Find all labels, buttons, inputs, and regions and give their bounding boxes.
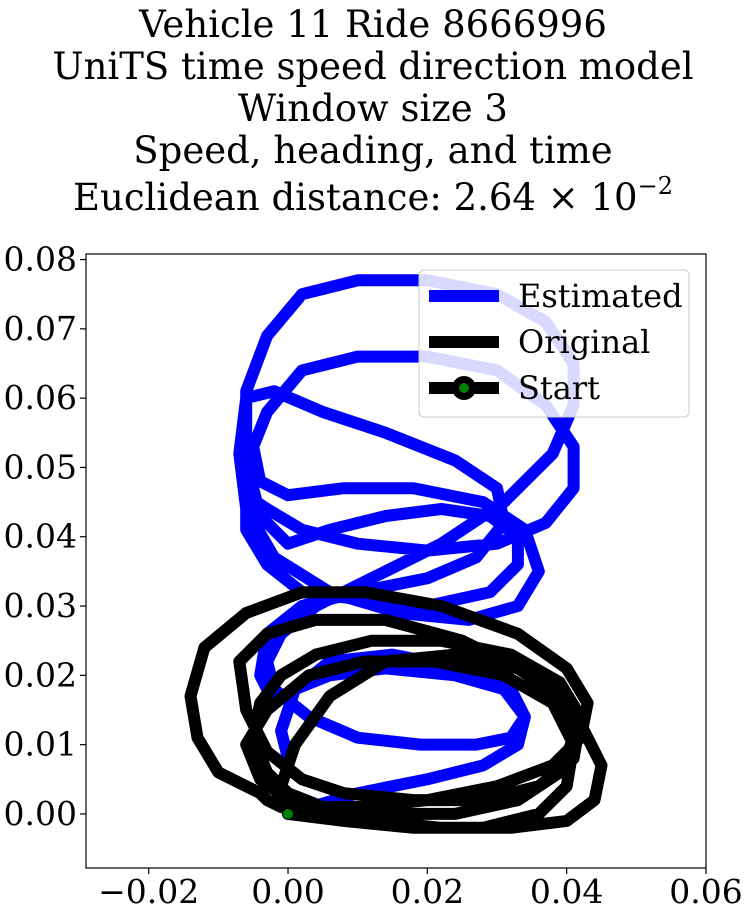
y-tick-label: 0.02	[4, 655, 77, 694]
y-tick-label: 0.05	[4, 447, 77, 486]
distance-exponent: −2	[637, 172, 673, 200]
legend-label-original: Original	[518, 323, 650, 361]
title-line-2: UniTS time speed direction model	[52, 45, 694, 88]
title-line-1: Vehicle 11 Ride 8666996	[139, 3, 607, 46]
distance-times: ×	[547, 176, 579, 219]
title-line-3: Window size 3	[238, 87, 508, 130]
plot-frame	[85, 253, 707, 869]
start-marker	[283, 808, 294, 819]
y-tick-label: 0.08	[4, 240, 77, 279]
distance-base: 10	[590, 176, 638, 219]
legend-label-start: Start	[518, 369, 600, 407]
x-tick-label: 0.06	[669, 872, 742, 911]
x-tick-label: 0.00	[251, 872, 324, 911]
legend-label-estimated: Estimated	[518, 277, 683, 315]
legend-start-marker-dot	[459, 383, 469, 393]
y-tick-label: 0.01	[4, 725, 77, 764]
legend: Estimated Original Start	[418, 269, 690, 418]
y-tick-label: 0.07	[4, 309, 77, 348]
series-layer	[184, 274, 608, 834]
series-line-original	[184, 586, 608, 834]
y-tick-label: 0.04	[4, 517, 77, 556]
title-line-4: Speed, heading, and time	[133, 129, 613, 172]
x-tick-label: −0.02	[98, 872, 199, 911]
title-line-5: Euclidean distance: 2.64 × 10−2	[0, 174, 746, 216]
y-tick-label: 0.03	[4, 586, 77, 625]
distance-label: Euclidean distance: 2.64	[73, 176, 536, 219]
y-tick-label: 0.06	[4, 378, 77, 417]
axes-layer: −0.02 0.00 0.02 0.04 0.06 0.00 0.01 0.02 0.03 0.0…	[4, 240, 743, 911]
x-tick-label: 0.02	[391, 872, 464, 911]
legend-box	[418, 269, 690, 418]
x-tick-label: 0.04	[530, 872, 603, 911]
y-tick-label: 0.00	[4, 794, 77, 833]
